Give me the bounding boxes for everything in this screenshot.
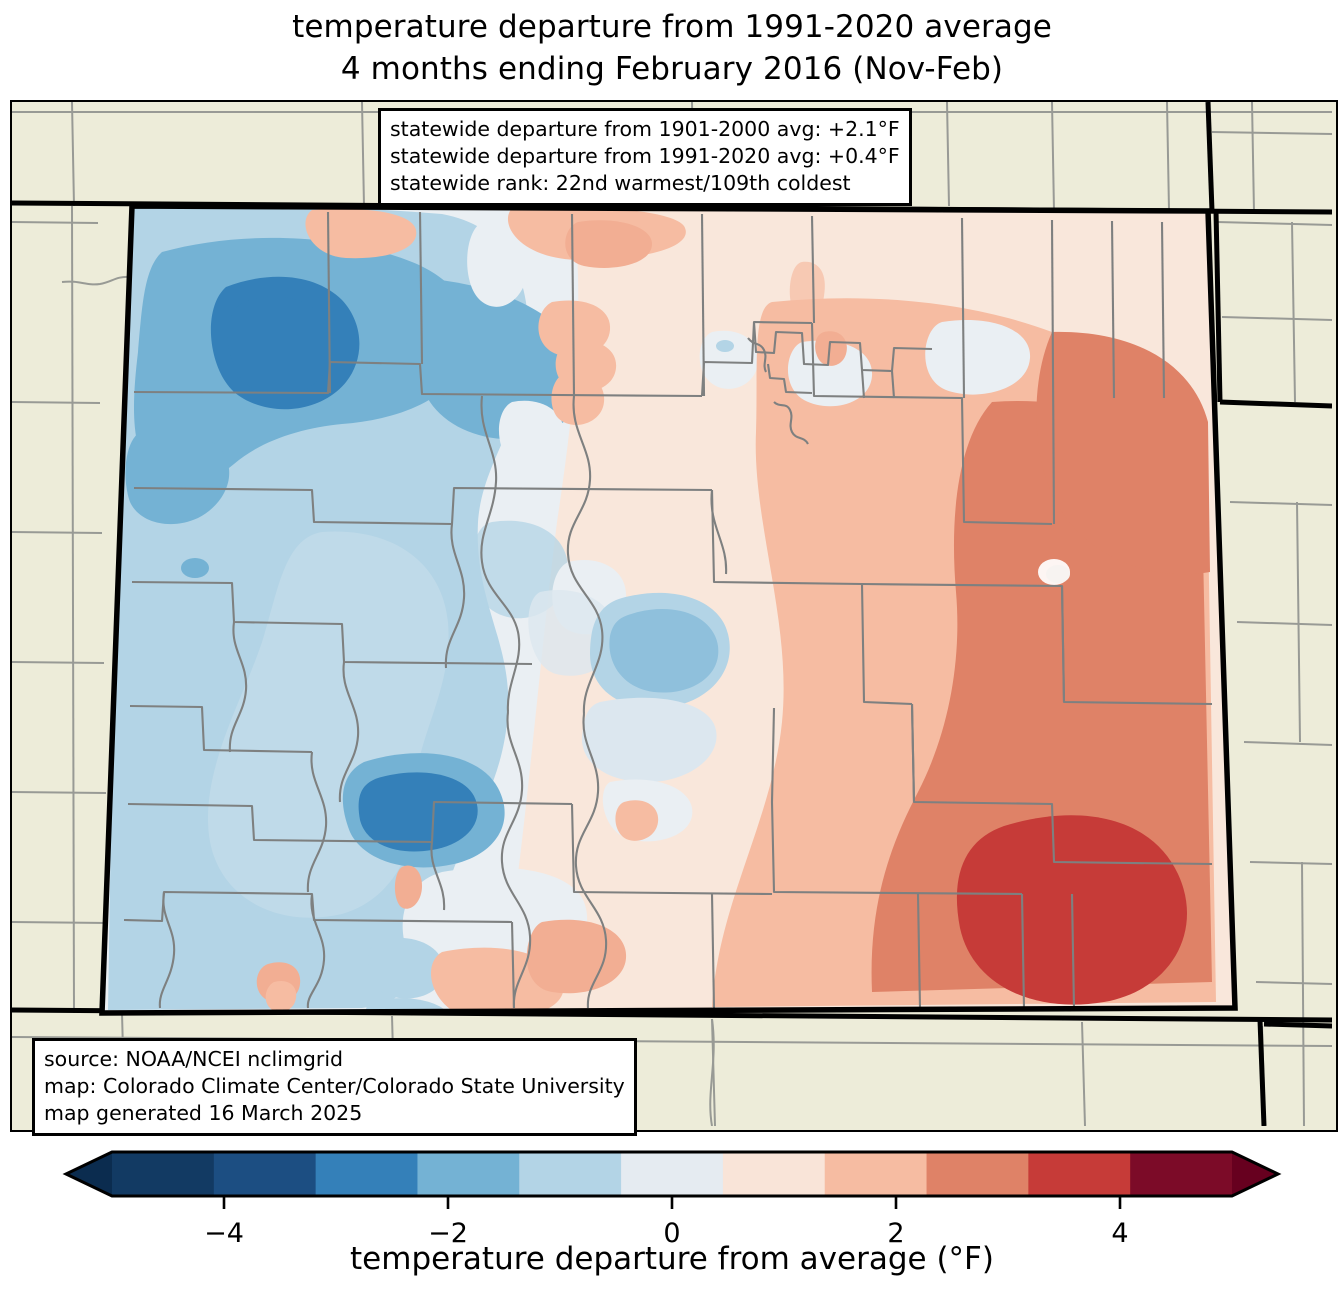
colorbar: −4 −2 0 2 4 bbox=[0, 1140, 1344, 1300]
colorbar-tick-label: −4 bbox=[204, 1218, 244, 1249]
colorado-county-lines bbox=[123, 211, 1213, 1009]
colorbar-axis-label: temperature departure from average (°F) bbox=[350, 1241, 994, 1277]
colorbar-segment bbox=[112, 1152, 215, 1196]
map-credit-line: map: Colorado Climate Center/Colorado St… bbox=[44, 1074, 625, 1098]
colorbar-segment bbox=[1130, 1152, 1233, 1196]
band-neg4-to-neg3-westcentral bbox=[358, 772, 478, 852]
colorbar-tick-label: 2 bbox=[887, 1218, 904, 1249]
colorbar-segment bbox=[519, 1152, 622, 1196]
colorbar-outline bbox=[62, 1150, 1282, 1198]
stat-departure-1901-2000: statewide departure from 1901-2000 avg: … bbox=[390, 117, 900, 141]
statewide-stats-box: statewide departure from 1901-2000 avg: … bbox=[378, 108, 912, 206]
title-line-1: temperature departure from 1991-2020 ave… bbox=[292, 9, 1052, 45]
colorbar-over-arrow bbox=[1232, 1152, 1278, 1196]
colorbar-segment bbox=[621, 1152, 724, 1196]
page-title: temperature departure from 1991-2020 ave… bbox=[0, 6, 1344, 90]
colorbar-svg: −4 −2 0 2 4 bbox=[62, 1150, 1282, 1249]
colorbar-segment bbox=[417, 1152, 520, 1196]
colorbar-tick-label: 0 bbox=[663, 1218, 680, 1249]
colorado-temperature-departure-map bbox=[12, 102, 1332, 1126]
stat-statewide-rank: statewide rank: 22nd warmest/109th colde… bbox=[390, 171, 851, 195]
colorbar-segment bbox=[824, 1152, 928, 1196]
colorado-state-border bbox=[99, 203, 1238, 1016]
colorbar-segment bbox=[722, 1152, 826, 1196]
colorbar-segment bbox=[213, 1152, 317, 1196]
map-panel bbox=[10, 100, 1338, 1132]
colorbar-segment bbox=[926, 1152, 1029, 1196]
colorbar-tick-label: 4 bbox=[1111, 1218, 1128, 1249]
stat-departure-1991-2020: statewide departure from 1991-2020 avg: … bbox=[390, 144, 900, 168]
colorbar-ticks: −4 −2 0 2 4 bbox=[204, 1196, 1129, 1249]
temperature-departure-contours bbox=[102, 206, 1235, 1013]
source-credit-box: source: NOAA/NCEI nclimgrid map: Colorad… bbox=[32, 1038, 637, 1136]
colorbar-under-arrow bbox=[66, 1152, 112, 1196]
map-generated-line: map generated 16 March 2025 bbox=[44, 1101, 363, 1125]
colorbar-segment bbox=[1028, 1152, 1131, 1196]
source-line: source: NOAA/NCEI nclimgrid bbox=[44, 1047, 344, 1071]
band-neg5-to-neg4-nw bbox=[227, 296, 333, 396]
band-neg2-core-central bbox=[609, 609, 719, 693]
colorbar-segment bbox=[315, 1152, 419, 1196]
colorbar-tick-label: −2 bbox=[428, 1218, 468, 1249]
colorbar-segments bbox=[62, 1150, 1282, 1198]
title-line-2: 4 months ending February 2016 (Nov-Feb) bbox=[340, 51, 1004, 87]
